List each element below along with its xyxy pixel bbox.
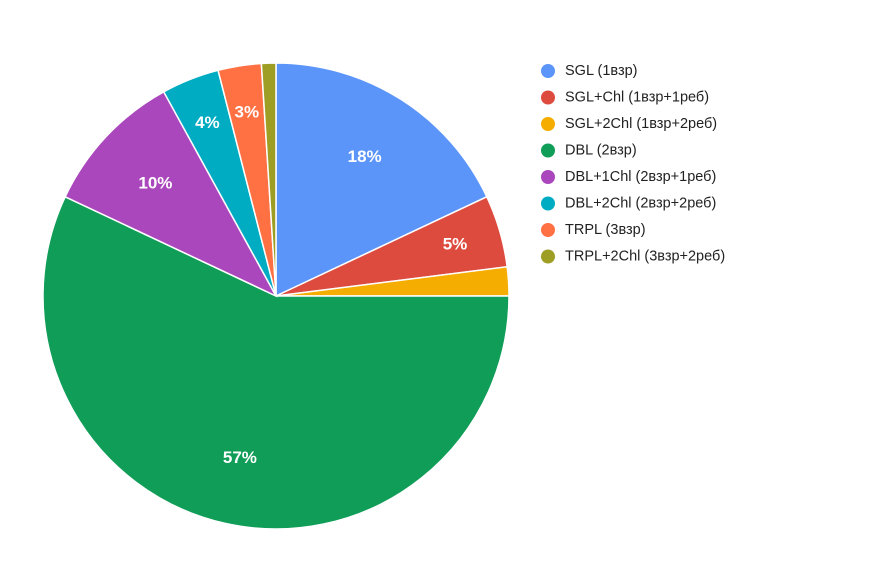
pie-slice-label: 5% bbox=[443, 234, 468, 253]
pie-slice bbox=[260, 62, 277, 297]
legend-item: DBL+1Chl (2взр+1реб) bbox=[541, 169, 716, 185]
legend-label: DBL+2Chl (2взр+2реб) bbox=[565, 196, 716, 212]
legend-swatch bbox=[541, 249, 555, 264]
legend-swatch bbox=[541, 117, 555, 131]
pie-slice-label: 10% bbox=[138, 173, 172, 192]
legend-item: TRPL (3взр) bbox=[541, 222, 646, 238]
legend-swatch bbox=[541, 196, 555, 211]
legend-item: SGL+2Chl (1взр+2реб) bbox=[541, 116, 717, 132]
pie-slice-label: 4% bbox=[195, 113, 220, 132]
legend-label: DBL (2взр) bbox=[565, 143, 637, 159]
legend-label: SGL (1взр) bbox=[565, 63, 637, 79]
legend-label: TRPL (3взр) bbox=[565, 222, 646, 238]
legend-swatch bbox=[541, 170, 555, 184]
legend-label: DBL+1Chl (2взр+1реб) bbox=[565, 169, 716, 185]
legend-item: SGL+Chl (1взр+1реб) bbox=[541, 90, 709, 106]
legend-item: DBL (2взр) bbox=[541, 143, 637, 159]
legend-item: SGL (1взр) bbox=[541, 63, 637, 79]
pie-slices bbox=[42, 62, 510, 530]
pie-slice-label: 18% bbox=[348, 147, 382, 166]
pie-slice bbox=[42, 195, 510, 530]
legend-swatch bbox=[541, 143, 555, 158]
legend: SGL (1взр) SGL+Chl (1взр+1реб) SGL+2Chl (1… bbox=[541, 63, 725, 265]
pie-slice-label: 57% bbox=[223, 448, 257, 467]
legend-item: DBL+2Chl (2взр+2реб) bbox=[541, 196, 716, 212]
legend-label: SGL+2Chl (1взр+2реб) bbox=[565, 116, 717, 132]
legend-swatch bbox=[541, 64, 555, 78]
pie-slice-labels: 18% 5% 57% 10% 4% 3% bbox=[138, 102, 467, 467]
pie-slice-label: 3% bbox=[235, 102, 260, 121]
legend-swatch bbox=[541, 223, 555, 237]
pie-slice bbox=[275, 62, 488, 298]
legend-item: TRPL+2Chl (3взр+2реб) bbox=[541, 249, 725, 265]
legend-swatch bbox=[541, 90, 555, 105]
legend-label: TRPL+2Chl (3взр+2реб) bbox=[565, 249, 725, 265]
pie-slice bbox=[64, 90, 278, 298]
legend-label: SGL+Chl (1взр+1реб) bbox=[565, 90, 709, 106]
